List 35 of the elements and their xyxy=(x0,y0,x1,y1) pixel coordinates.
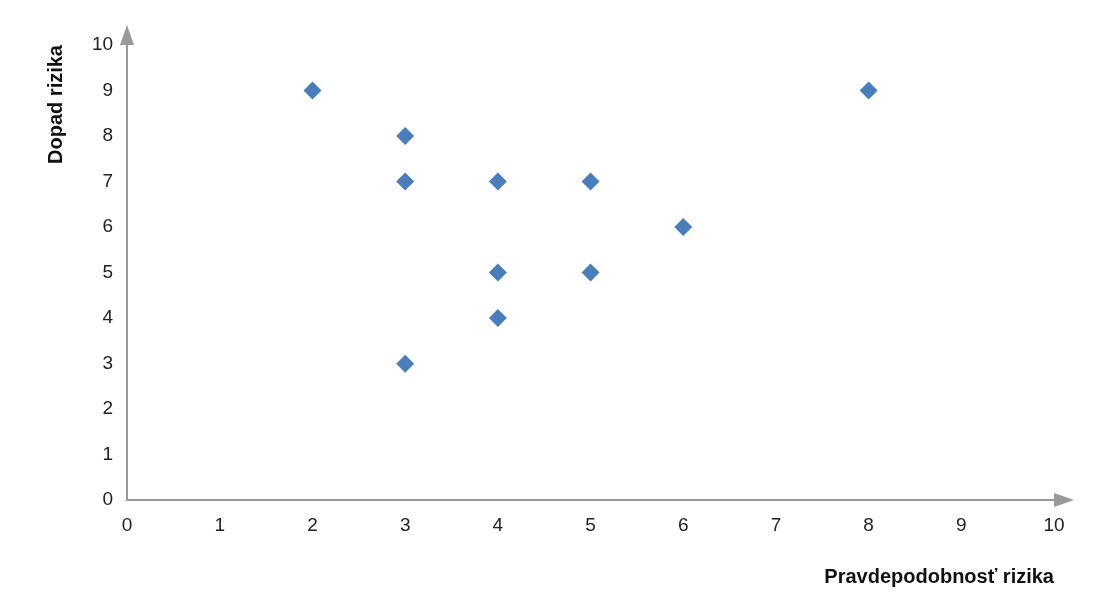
point xyxy=(488,172,507,191)
y-tick-label: 0 xyxy=(102,488,114,510)
y-tick-label: 3 xyxy=(102,351,114,373)
point xyxy=(859,81,878,100)
x-tick-label: 2 xyxy=(307,513,318,535)
y-axis-title: Dopad rizika xyxy=(43,44,66,164)
y-tick-label: 6 xyxy=(102,215,114,237)
y-tick-label: 9 xyxy=(102,78,114,100)
y-tick-label: 2 xyxy=(102,397,114,419)
y-tick-label: 7 xyxy=(102,169,114,191)
point xyxy=(581,263,600,282)
point xyxy=(396,127,415,146)
y-tick-label: 10 xyxy=(91,33,114,55)
point xyxy=(488,309,507,328)
x-tick-label: 10 xyxy=(1043,513,1065,535)
x-tick-label: 0 xyxy=(121,513,133,535)
x-tick-label: 9 xyxy=(956,513,967,535)
point xyxy=(396,172,415,191)
x-tick-label: 8 xyxy=(863,513,874,535)
point xyxy=(674,218,693,237)
y-tick-label: 4 xyxy=(102,306,114,328)
point xyxy=(396,354,415,373)
x-tick-label: 6 xyxy=(677,513,689,535)
x-tick-label: 1 xyxy=(214,513,226,535)
x-tick-label: 5 xyxy=(585,513,596,535)
point xyxy=(581,172,600,191)
x-tick-label: 4 xyxy=(492,513,504,535)
point xyxy=(488,263,507,282)
y-tick-label: 5 xyxy=(102,260,114,282)
y-tick-label: 8 xyxy=(102,124,114,146)
x-axis-title: Pravdepodobnosť rizika xyxy=(824,564,1055,587)
y-tick-label: 1 xyxy=(102,442,114,464)
point xyxy=(303,81,322,100)
x-tick-label: 3 xyxy=(399,513,411,535)
x-tick-label: 7 xyxy=(770,513,782,535)
